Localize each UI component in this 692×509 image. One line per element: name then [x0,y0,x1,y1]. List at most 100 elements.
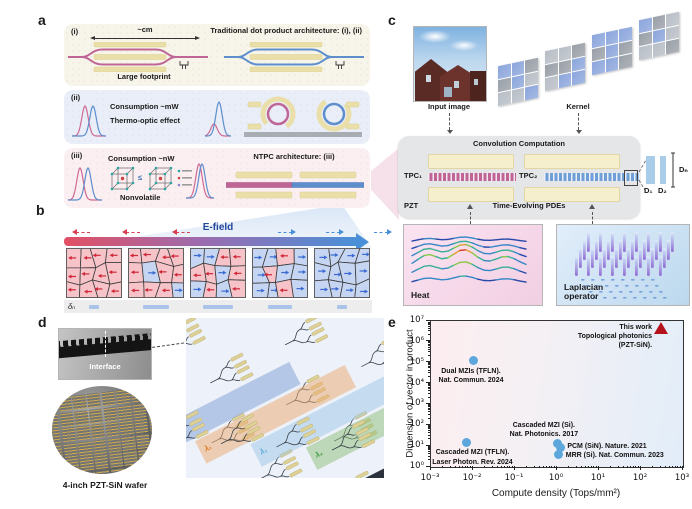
splitter-tree [326,419,377,462]
y-minor-tick [427,406,430,408]
y-tick [426,340,430,342]
arrow-head [339,229,344,235]
crystal-lattice-icon [110,166,136,192]
x-minor-tick [464,466,466,469]
scatter-point [554,449,564,459]
scatter-point-label: This work Topological photonics (PZT-SiN). [578,323,652,350]
laplacian-label-line2: operator [564,291,599,302]
wavelength-band: λ₄ [305,371,384,470]
window [454,81,459,88]
y-minor-tick [427,330,430,332]
y-tick [426,319,430,321]
x-minor-tick [511,466,513,469]
y-minor-tick [427,386,430,388]
wafer-chip [101,390,116,407]
scatter-point-label-line: Nat. Photonics. 2017 [509,431,579,439]
detector-bar-d1 [646,156,655,184]
domain-square-graphic [189,247,247,299]
x-tick [471,466,473,470]
arrow-up-icon [467,204,473,209]
spectrum-peaks-icon [67,160,102,202]
pzt-sin-wafer-image [52,386,152,474]
arrow-up-icon [589,204,595,209]
x-minor-tick [610,466,612,469]
lambda-label: λ₄ [313,448,325,460]
wafer-chip [146,400,152,417]
y-tick [426,402,430,404]
wafer-chip [115,388,131,405]
scatter-point-label-line: MRR (Si). Nat. Commun. 2023 [565,452,664,460]
arrow-tail [76,231,90,233]
scatter-point-label-line: This work [619,324,653,332]
x-tick [555,466,557,470]
wafer-chip [52,428,62,445]
x-minor-tick [637,466,639,469]
spectrum-peaks-icon [72,98,106,138]
x-minor-tick [449,466,451,469]
consumption-nw-label: Consumption ~nW [108,154,175,163]
scatter-point-label: PCM (SiN). Nature. 2021 [567,442,646,451]
efield-arrow-row: E-field [64,222,392,236]
panel-c-label: c [388,12,396,28]
cm-arrow-head-right [195,36,200,40]
spectrum-peaks [72,104,106,137]
dn-bracket [671,152,675,188]
large-footprint-caption: Large footprint [117,72,171,81]
electrode-pad [428,187,514,202]
splitter-tree-graphic [186,318,206,348]
domain-square [251,247,309,299]
x-minor-tick [595,466,597,469]
x-minor-tick [542,466,544,469]
kernel-cell [558,72,572,89]
x-tick [639,466,641,470]
window [444,87,452,97]
wafer-chip [103,406,118,422]
kernel-cell [639,44,652,61]
kernel-cell [666,39,679,55]
spectrum-peaks [186,162,215,199]
input-image-label: Input image [427,102,471,111]
arrow-head [172,229,177,235]
scatter-point-label-line: PCM (SiN). Nature. 2021 [567,443,647,451]
cm-arrow-head-left [90,36,95,40]
kernel-cell [592,59,605,76]
wafer-chip [139,464,152,474]
scatter-point-label-line: Cascaded MZI (Si). [512,422,575,430]
x-minor-tick [509,466,511,469]
y-minor-tick [427,446,430,448]
wafer-chip [96,469,111,474]
wafer-chip [77,440,93,457]
y-minor-tick [427,321,430,323]
y-tick-label: 10⁷ [409,315,424,325]
kernel-label: Kernel [566,102,590,111]
kernel-cell [511,87,525,104]
arrow-down-icon [446,130,453,134]
x-minor-tick [590,466,592,469]
x-minor-tick [491,466,493,469]
spectrum-peak-icon [204,96,232,138]
y-minor-tick [427,343,430,345]
efield-arrow-head [356,232,369,251]
y-minor-tick [427,455,430,457]
y-minor-tick [427,411,430,413]
y-tick-label: 10⁵ [409,356,424,367]
y-minor-tick [427,346,430,348]
chip-rotated-group: λ₁λ₂ λ₃ λ₄ [186,318,384,478]
scatter-point [468,355,478,365]
heat-surface [411,236,527,283]
x-minor-tick [575,466,577,469]
x-minor-tick [533,466,535,469]
lambda-label: λ₂ [202,442,214,454]
wafer-chip [63,442,78,458]
mzi-graphic [224,41,364,73]
scatter-point-label-line: Laser Photon. Rev. 2024 [432,458,513,466]
y-minor-tick [427,452,430,454]
domain-square-graphic [313,247,371,299]
x-minor-tick [679,466,681,469]
y-minor-tick [427,428,430,430]
kernel-cell [545,75,558,92]
x-minor-tick [635,466,637,469]
interface-sem-image: Interface [58,328,152,380]
tpc2-label: TPC₂ [519,171,538,180]
laplacian-pillars [574,232,675,299]
